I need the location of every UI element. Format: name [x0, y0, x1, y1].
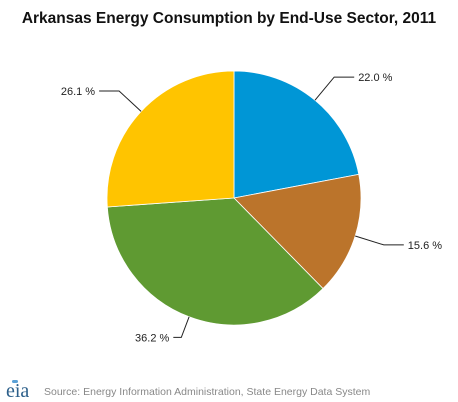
pie-slice [106, 197, 324, 326]
leader-line [173, 316, 190, 338]
leader-line [99, 90, 142, 112]
chart-title: Arkansas Energy Consumption by End-Use S… [21, 10, 437, 27]
slice-label: 36.2 % [135, 332, 169, 344]
eia-logo: eia [6, 380, 30, 402]
leader-line [314, 76, 355, 101]
source-note: Source: Energy Information Administratio… [44, 386, 371, 398]
footer: eia Source: Energy Information Administr… [6, 380, 456, 402]
slice-label: 22.0 % [358, 72, 392, 84]
slice-label: 15.6 % [408, 240, 442, 252]
pie-slice [233, 173, 362, 290]
eia-logo-mark [12, 380, 18, 383]
leader-line [355, 235, 404, 246]
pie-slice [233, 70, 360, 199]
pie-chart: 22.0 % 15.6 % 36.2 % 26.1 % [61, 70, 442, 344]
pie-slice [106, 70, 235, 208]
slice-label: 26.1 % [61, 86, 95, 98]
